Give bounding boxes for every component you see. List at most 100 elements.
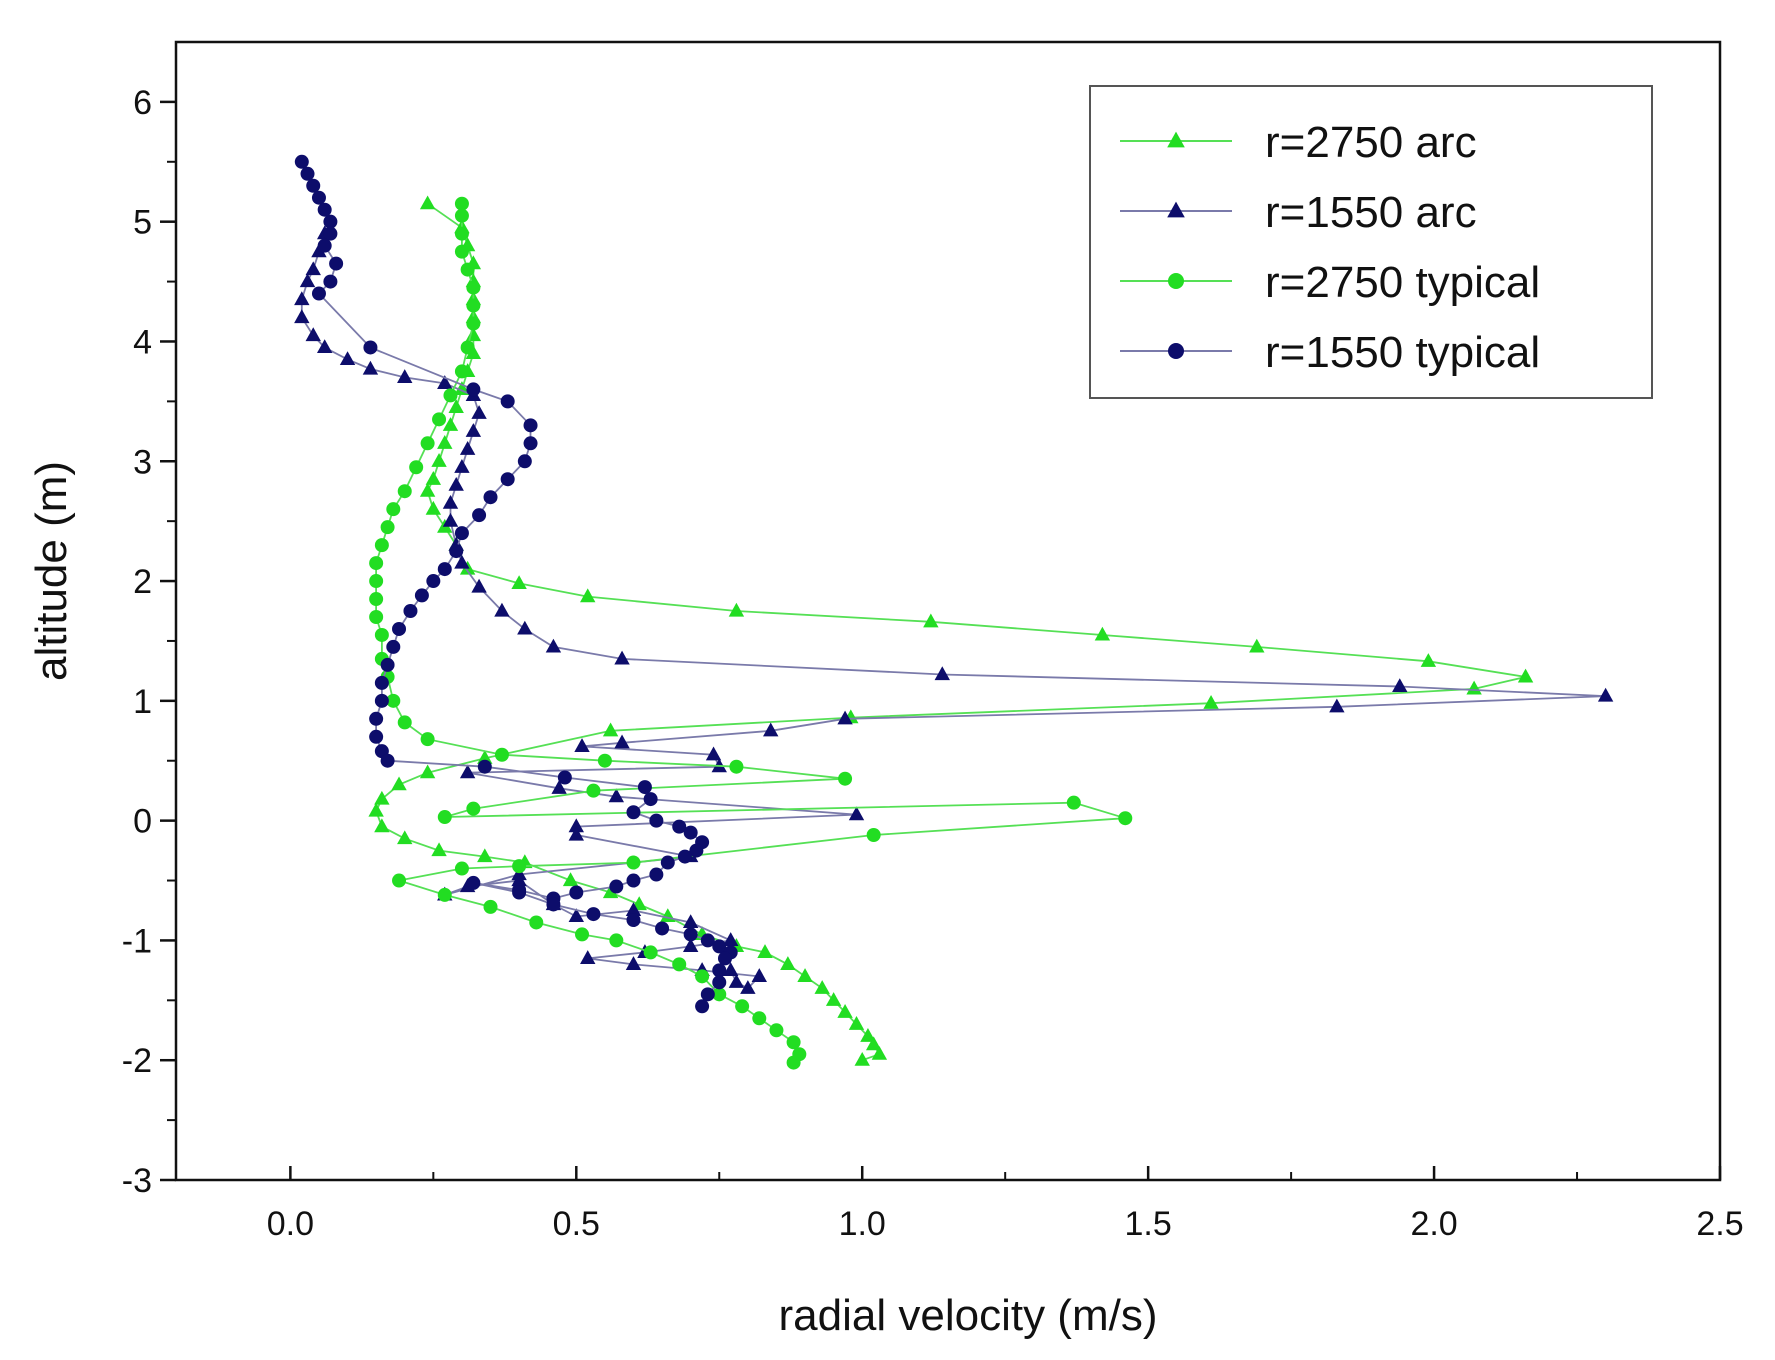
data-point: [369, 609, 384, 624]
data-point: [442, 417, 459, 431]
data-point: [602, 722, 619, 737]
data-point: [728, 974, 745, 988]
data-point: [608, 788, 625, 803]
x-tick-label: 2.0: [1410, 1205, 1457, 1243]
data-point: [294, 291, 310, 306]
x-tick-label: 0.0: [267, 1205, 314, 1243]
data-point: [369, 711, 384, 726]
data-point: [369, 592, 384, 607]
data-point: [568, 818, 584, 833]
y-axis-title: altitude (m): [27, 461, 76, 681]
legend-marker: [1167, 131, 1185, 148]
data-point: [477, 759, 492, 774]
data-point: [329, 256, 344, 271]
y-tick-label: -3: [122, 1162, 152, 1200]
data-point: [323, 274, 338, 289]
data-point: [637, 780, 652, 795]
data-point: [339, 351, 356, 366]
data-point: [865, 1036, 882, 1051]
data-point: [460, 340, 475, 355]
data-point: [517, 454, 532, 469]
data-point: [1118, 811, 1133, 826]
data-point: [848, 806, 865, 821]
data-point: [391, 776, 407, 791]
data-point: [1517, 668, 1534, 683]
data-point: [386, 502, 401, 517]
data-point: [626, 805, 641, 820]
data-point: [1420, 653, 1437, 667]
data-point: [316, 339, 333, 354]
data-point: [397, 484, 412, 499]
data-point: [649, 813, 664, 828]
data-point: [717, 951, 732, 966]
data-point: [705, 746, 722, 761]
data-point: [602, 884, 619, 899]
data-point: [431, 842, 447, 857]
data-point: [311, 243, 327, 258]
legend-label: r=2750 typical: [1265, 258, 1540, 307]
legend-box: [1089, 85, 1653, 399]
data-point: [454, 244, 469, 259]
data-point: [677, 849, 692, 864]
data-point: [403, 604, 418, 618]
data-point: [369, 574, 384, 589]
data-point: [363, 340, 378, 355]
data-point: [580, 950, 596, 964]
data-point: [466, 316, 481, 331]
data-point: [512, 859, 527, 874]
data-point: [420, 436, 435, 451]
data-point: [483, 490, 498, 505]
data-point: [923, 613, 939, 628]
data-point: [374, 818, 390, 833]
data-point: [392, 621, 407, 636]
data-point: [369, 729, 384, 744]
data-point: [814, 980, 830, 994]
data-point: [317, 238, 332, 253]
data-point: [442, 494, 459, 509]
data-point: [448, 399, 464, 413]
data-point: [609, 933, 624, 948]
data-point: [323, 214, 338, 229]
data-point: [443, 388, 458, 403]
data-point: [871, 1045, 888, 1060]
data-point: [511, 575, 527, 590]
data-point: [442, 512, 459, 527]
data-point: [419, 482, 436, 497]
legend-item: r=1550 arc: [1120, 188, 1477, 237]
data-point: [786, 1035, 801, 1050]
data-point: [712, 987, 727, 1002]
data-point: [763, 722, 779, 737]
data-point: [825, 992, 842, 1006]
data-point: [838, 771, 853, 786]
x-tick-label: 2.5: [1696, 1205, 1743, 1243]
data-point: [374, 790, 390, 805]
data-point: [700, 987, 715, 1002]
data-point: [368, 802, 384, 817]
data-point: [735, 999, 750, 1014]
data-point: [568, 826, 584, 841]
plot-area-frame: [174, 40, 1722, 1182]
data-point: [454, 364, 469, 379]
data-point: [459, 764, 476, 779]
data-point: [471, 405, 487, 419]
data-point: [586, 907, 601, 922]
data-point: [454, 208, 469, 223]
data-point: [643, 945, 658, 960]
data-point: [397, 715, 412, 730]
data-point: [454, 226, 469, 241]
data-point: [860, 1028, 876, 1042]
data-point: [426, 574, 441, 589]
axis-ticks: 0.0 0.5 1.0 1.5 2.0 2.5 -3 -2 -1 0 1 2 3 4 5 6: [122, 84, 1744, 1243]
x-tick-label: 0.5: [553, 1205, 600, 1243]
data-point: [712, 939, 727, 954]
data-point: [386, 693, 401, 708]
data-point: [626, 873, 641, 888]
data-point: [392, 873, 407, 888]
data-point: [1249, 638, 1265, 653]
data-point: [494, 602, 510, 617]
data-point: [465, 345, 482, 360]
data-point: [625, 902, 642, 917]
data-point: [466, 298, 481, 313]
data-point: [299, 273, 316, 288]
data-point: [454, 554, 470, 569]
